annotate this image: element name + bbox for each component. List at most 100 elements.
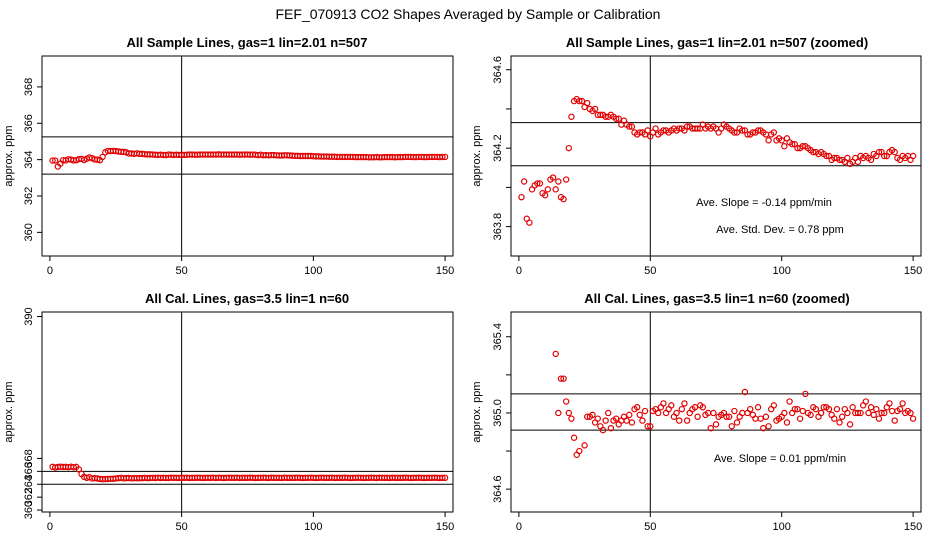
data-point — [439, 474, 446, 482]
y-tick-label: 366 — [23, 462, 35, 480]
data-point — [681, 400, 688, 407]
data-point — [749, 129, 756, 136]
data-point — [49, 157, 56, 164]
data-point — [70, 463, 77, 471]
data-point — [744, 131, 751, 138]
plot-frame — [510, 55, 922, 257]
data-point — [612, 415, 620, 422]
data-point — [770, 402, 778, 409]
x-tick-label: 50 — [176, 521, 188, 533]
data-point — [878, 409, 885, 417]
data-point — [867, 156, 875, 164]
data-point — [833, 405, 841, 413]
data-point — [757, 415, 764, 422]
data-point — [562, 398, 570, 405]
plot-frame — [510, 311, 922, 513]
data-point — [794, 144, 801, 152]
data-point — [576, 97, 583, 105]
data-point — [518, 193, 525, 201]
data-point — [886, 400, 893, 407]
slope-annotation: Ave. Slope = 0.01 ppm/min — [714, 453, 846, 465]
data-point — [907, 409, 914, 417]
data-point — [644, 423, 651, 430]
y-tick-label: 368 — [23, 78, 35, 96]
data-point — [597, 111, 604, 119]
data-point — [783, 419, 791, 426]
y-axis-label: approx. ppm — [3, 125, 15, 186]
data-point — [754, 404, 762, 411]
data-point — [891, 148, 898, 156]
data-point — [602, 113, 609, 120]
y-tick-label: 366 — [23, 114, 35, 132]
y-tick-label: 365.0 — [492, 399, 504, 427]
std-dev-annotation: Ave. Std. Dev. = 0.78 ppm — [716, 224, 844, 236]
data-point — [576, 447, 583, 455]
data-point — [626, 123, 633, 130]
panel-sample-lines-zoomed: All Sample Lines, gas=1 lin=2.01 n=507 (… — [471, 35, 868, 236]
data-point — [565, 144, 573, 152]
data-point — [817, 409, 825, 417]
data-point — [862, 398, 870, 405]
data-point — [739, 127, 746, 134]
plot-frame — [41, 55, 454, 257]
data-point — [810, 148, 817, 156]
data-point — [633, 404, 641, 411]
data-point — [846, 421, 854, 428]
y-tick-label: 365.4 — [492, 323, 504, 351]
data-point — [605, 409, 612, 417]
data-point — [754, 127, 762, 134]
data-point — [594, 415, 601, 422]
y-tick-label: 363.8 — [492, 213, 504, 241]
data-point — [765, 137, 772, 144]
data-point — [794, 405, 801, 413]
panel-title: All Sample Lines, gas=1 lin=2.01 n=507 (… — [566, 35, 868, 50]
data-point — [565, 409, 573, 417]
data-point — [865, 409, 872, 417]
data-point — [536, 180, 544, 187]
data-point — [812, 405, 820, 413]
y-tick-label: 362 — [23, 187, 35, 205]
data-point — [607, 424, 615, 432]
slope-annotation: Ave. Slope = -0.14 ppm/min — [696, 197, 832, 209]
data-point — [881, 152, 888, 160]
data-point — [549, 174, 557, 181]
data-point — [570, 434, 578, 441]
data-point — [725, 413, 733, 420]
data-point — [683, 123, 691, 130]
data-point — [825, 405, 833, 413]
data-point — [728, 423, 735, 430]
data-point — [694, 125, 701, 132]
data-point — [654, 409, 662, 417]
data-point — [909, 415, 917, 422]
x-tick-label: 0 — [516, 521, 522, 533]
data-point — [831, 154, 838, 162]
data-point — [762, 413, 770, 420]
data-point — [75, 466, 83, 473]
data-point — [51, 157, 59, 164]
data-point — [660, 400, 667, 407]
data-point — [731, 129, 738, 136]
y-tick-label: 362 — [23, 488, 35, 506]
data-point — [584, 413, 591, 420]
data-point — [746, 405, 754, 413]
data-point — [891, 417, 898, 424]
data-point — [710, 409, 717, 417]
data-point — [544, 186, 551, 193]
x-tick-label: 100 — [304, 265, 322, 277]
data-point — [555, 178, 562, 185]
data-point — [441, 153, 449, 161]
panel-title: All Cal. Lines, gas=3.5 lin=1 n=60 (zoom… — [584, 291, 850, 306]
x-tick-label: 100 — [773, 521, 791, 533]
x-tick-label: 50 — [644, 521, 656, 533]
data-point — [789, 141, 796, 148]
data-point — [552, 186, 559, 193]
data-point — [534, 180, 541, 187]
data-point — [791, 405, 799, 413]
x-tick-label: 0 — [47, 521, 53, 533]
data-point — [526, 219, 533, 226]
panel-cal-lines: All Cal. Lines, gas=3.5 lin=1 n=60 appro… — [3, 291, 349, 443]
y-tick-label: 364.6 — [492, 475, 504, 503]
data-point — [770, 129, 778, 136]
y-axis-label: approx. ppm — [471, 125, 483, 186]
x-tick-label: 100 — [773, 265, 791, 277]
